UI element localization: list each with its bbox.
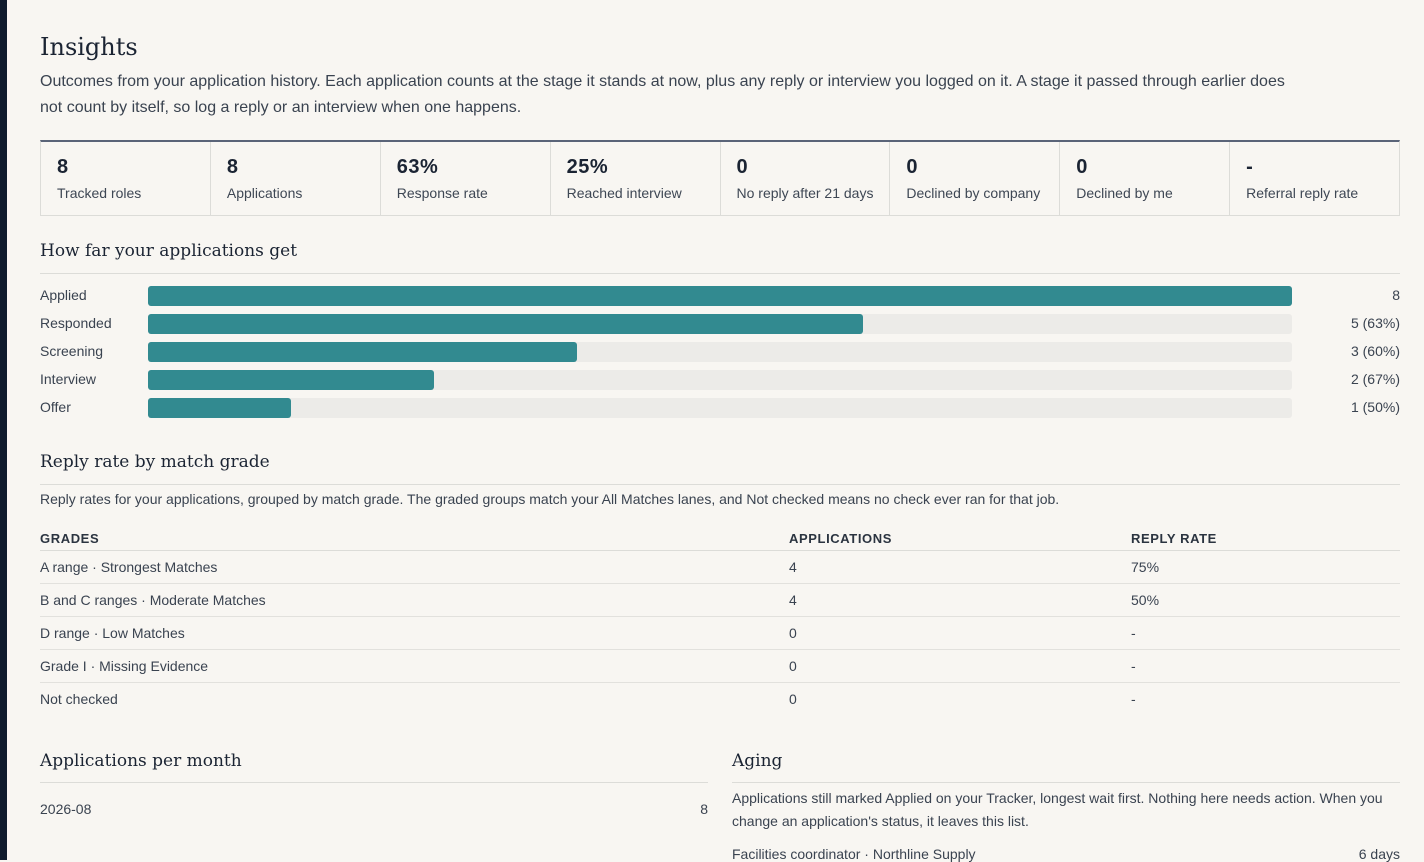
- stat-label: Declined by me: [1076, 185, 1173, 201]
- monthly-divider: [40, 782, 708, 783]
- grade-cell: Not checked: [40, 691, 118, 707]
- funnel-bar-interview: [148, 370, 434, 390]
- aging-divider: [732, 782, 1400, 783]
- reply-rate-cell: -: [1131, 649, 1400, 683]
- stat-value: -: [1246, 156, 1254, 178]
- stat-label: Reached interview: [566, 185, 682, 201]
- funnel-chart: Applied 8 Responded 5 (63%) Screening 3 …: [40, 284, 1400, 424]
- table-row: B and C ranges · Moderate Matches 4 50%: [40, 583, 1400, 617]
- funnel-row-responded: Responded 5 (63%): [40, 312, 1400, 340]
- page-title: Insights: [40, 33, 138, 61]
- aging-wait: 6 days: [1358, 846, 1400, 862]
- stat-label: Applications: [226, 185, 303, 201]
- stat-label: Declined by company: [906, 185, 1041, 201]
- stat-reached-interview: 25% Reached interview: [549, 142, 720, 215]
- stat-no-reply: 0 No reply after 21 days: [719, 142, 890, 215]
- funnel-track: [148, 314, 1292, 334]
- grades-heading: Reply rate by match grade: [40, 452, 270, 472]
- funnel-bar-offer: [148, 398, 291, 418]
- stat-tracked-roles: 8 Tracked roles: [41, 142, 210, 215]
- applications-cell: 0: [789, 649, 1131, 683]
- applications-cell: 4: [789, 583, 1131, 617]
- stat-label: Tracked roles: [57, 185, 142, 201]
- funnel-value: 3 (60%): [1350, 343, 1400, 359]
- reply-rate-cell: 75%: [1131, 550, 1400, 584]
- column-header-reply-rate: REPLY RATE: [1131, 526, 1400, 551]
- funnel-track: [148, 286, 1292, 306]
- funnel-track: [148, 398, 1292, 418]
- funnel-label: Screening: [40, 343, 104, 359]
- stat-value: 0: [736, 156, 749, 178]
- funnel-value: 5 (63%): [1350, 315, 1400, 331]
- stat-value: 0: [1076, 156, 1088, 178]
- stat-declined-by-company: 0 Declined by company: [889, 142, 1059, 215]
- grades-divider: [40, 484, 1400, 485]
- stat-applications: 8 Applications: [209, 142, 380, 215]
- applications-cell: 0: [789, 691, 797, 707]
- table-row: D range · Low Matches 0 -: [40, 616, 1400, 650]
- grades-description: Reply rates for your applications, group…: [40, 491, 1060, 507]
- funnel-row-screening: Screening 3 (60%): [40, 340, 1400, 368]
- funnel-label: Interview: [40, 371, 97, 387]
- funnel-bar-applied: [148, 286, 1292, 306]
- funnel-value: 1 (50%): [1350, 399, 1400, 415]
- funnel-row-offer: Offer 1 (50%): [40, 396, 1400, 424]
- funnel-value: 8: [1392, 287, 1400, 303]
- stat-value: 0: [906, 156, 918, 178]
- stat-value: 8: [226, 156, 239, 178]
- funnel-track: [148, 370, 1292, 390]
- funnel-divider: [40, 273, 1400, 274]
- grade-cell: B and C ranges · Moderate Matches: [40, 583, 789, 617]
- stat-declined-by-me: 0 Declined by me: [1059, 142, 1229, 215]
- grade-cell: D range · Low Matches: [40, 616, 789, 650]
- funnel-label: Responded: [40, 315, 112, 331]
- monthly-heading: Applications per month: [40, 751, 242, 771]
- aging-heading: Aging: [732, 751, 783, 771]
- funnel-row-applied: Applied 8: [40, 284, 1400, 312]
- column-header-grades: GRADES: [40, 526, 789, 551]
- stat-referral-reply-rate: - Referral reply rate: [1229, 142, 1399, 215]
- stat-value: 8: [57, 156, 69, 178]
- grade-cell: Grade I · Missing Evidence: [40, 649, 789, 683]
- table-row: Grade I · Missing Evidence 0 -: [40, 649, 1400, 683]
- stat-value: 63%: [396, 156, 439, 178]
- aging-list-item: Facilities coordinator · Northline Suppl…: [732, 846, 1400, 862]
- funnel-value: 2 (67%): [1350, 371, 1400, 387]
- funnel-heading: How far your applications get: [40, 241, 298, 261]
- grade-cell: A range · Strongest Matches: [40, 550, 789, 584]
- grades-table: GRADES APPLICATIONS REPLY RATE A range ·…: [40, 526, 1400, 715]
- funnel-label: Applied: [40, 287, 87, 303]
- aging-description: Applications still marked Applied on you…: [732, 790, 1383, 829]
- reply-rate-cell: -: [1131, 616, 1400, 650]
- stat-value: 25%: [566, 156, 609, 178]
- stat-label: Response rate: [396, 185, 488, 201]
- column-header-applications: APPLICATIONS: [789, 526, 1131, 551]
- funnel-label: Offer: [40, 399, 71, 415]
- reply-rate-cell: 50%: [1131, 583, 1400, 617]
- month-label: 2026-08: [40, 801, 92, 817]
- aging-role: Facilities coordinator · Northline Suppl…: [732, 846, 976, 862]
- window-edge: [0, 0, 7, 860]
- table-row: Not checked 0 -: [40, 683, 1400, 716]
- stat-label: No reply after 21 days: [736, 185, 874, 201]
- page-intro: Outcomes from your application history. …: [40, 73, 1285, 116]
- funnel-track: [148, 342, 1292, 362]
- applications-cell: 0: [789, 616, 1131, 650]
- reply-rate-cell: -: [1131, 691, 1136, 707]
- funnel-bar-responded: [148, 314, 863, 334]
- table-row: A range · Strongest Matches 4 75%: [40, 550, 1400, 584]
- applications-cell: 4: [789, 550, 1131, 584]
- month-count: 8: [700, 801, 708, 817]
- stats-strip: 8 Tracked roles 8 Applications 63% Respo…: [40, 140, 1400, 216]
- month-row: 2026-08 8: [40, 801, 708, 817]
- stat-response-rate: 63% Response rate: [379, 142, 550, 215]
- stat-label: Referral reply rate: [1246, 185, 1359, 201]
- grades-header-row: GRADES APPLICATIONS REPLY RATE: [40, 526, 1400, 551]
- funnel-row-interview: Interview 2 (67%): [40, 368, 1400, 396]
- funnel-bar-screening: [148, 342, 577, 362]
